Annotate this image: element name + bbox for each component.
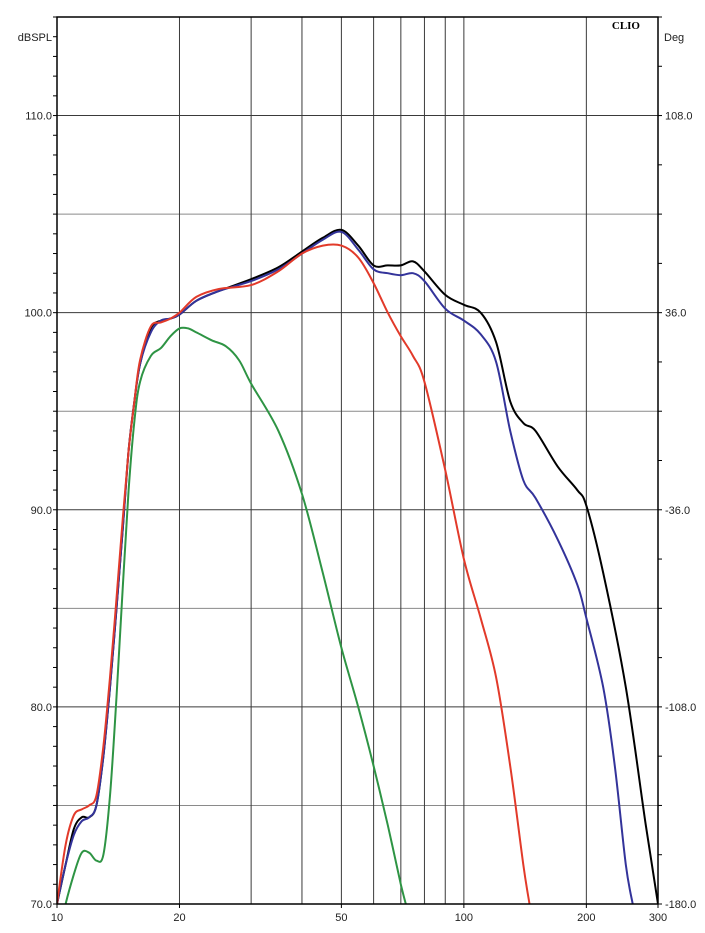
y2-tick-label: -180.0 bbox=[665, 899, 696, 911]
y2-tick-label: 108.0 bbox=[665, 111, 693, 123]
y2-tick-label: 36.0 bbox=[665, 308, 686, 320]
y-axis-right-unit: Deg bbox=[664, 32, 684, 44]
grid-layer bbox=[57, 16, 658, 904]
y-axis-left-unit: dBSPL bbox=[18, 32, 52, 44]
x-tick-label: 300 bbox=[649, 912, 667, 924]
y-tick-label: 110.0 bbox=[25, 111, 52, 123]
x-tick-label: 50 bbox=[335, 912, 347, 924]
axis-labels-layer: 10 20 50 100 200 300 70.0 80.0 90.0 100.0 110.0 -18… bbox=[24, 111, 696, 924]
y-tick-label: 100.0 bbox=[24, 308, 52, 320]
y-tick-label: 70.0 bbox=[31, 899, 52, 911]
x-tick-label: 200 bbox=[577, 912, 595, 924]
series-line-3 bbox=[57, 243, 531, 904]
x-tick-label: 100 bbox=[455, 912, 473, 924]
y2-tick-label: -36.0 bbox=[665, 505, 690, 517]
y-tick-label: 90.0 bbox=[31, 505, 52, 517]
x-tick-label: 20 bbox=[173, 912, 185, 924]
y-tick-label: 80.0 bbox=[31, 702, 52, 714]
plot-border bbox=[56, 16, 659, 905]
series-line-4 bbox=[64, 326, 407, 904]
series-layer bbox=[57, 228, 658, 904]
x-tick-label: 10 bbox=[51, 912, 63, 924]
brand-label: CLIO bbox=[612, 20, 641, 32]
y2-tick-label: -108.0 bbox=[665, 702, 696, 714]
plot-frame bbox=[53, 16, 662, 908]
